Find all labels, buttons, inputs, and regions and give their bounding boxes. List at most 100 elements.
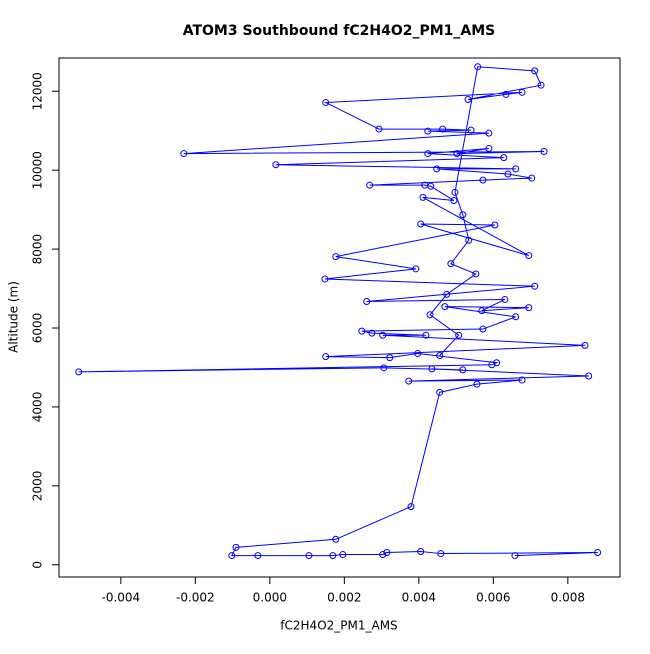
- y-tick-label: 12000: [31, 72, 45, 110]
- data-point: [451, 188, 459, 196]
- data-point: [332, 535, 340, 543]
- data-point: [441, 303, 449, 311]
- data-point: [436, 352, 444, 360]
- data-point: [417, 220, 425, 228]
- data-point: [501, 295, 509, 303]
- data-point: [511, 552, 519, 560]
- x-tick-label: 0.002: [327, 591, 361, 605]
- data-point: [339, 551, 347, 559]
- data-point: [412, 265, 420, 273]
- data-point: [581, 341, 589, 349]
- x-tick-label: 0.008: [551, 591, 585, 605]
- data-point: [478, 307, 486, 315]
- data-point: [75, 368, 83, 376]
- data-point: [321, 275, 329, 283]
- data-point: [433, 165, 441, 173]
- data-point: [464, 95, 472, 103]
- data-point: [531, 282, 539, 290]
- data-point: [375, 125, 383, 133]
- data-point: [485, 129, 493, 137]
- x-tick-label: -0.002: [176, 591, 215, 605]
- data-point: [232, 543, 240, 551]
- data-point: [424, 150, 432, 158]
- y-tick-label: 4000: [31, 392, 45, 423]
- data-point: [474, 63, 482, 71]
- data-point: [422, 331, 430, 339]
- data-point: [512, 313, 520, 321]
- data-point: [405, 377, 413, 385]
- series-line: [78, 66, 598, 557]
- data-point: [380, 364, 388, 372]
- data-point: [414, 350, 422, 358]
- data-point: [305, 552, 313, 560]
- data-point: [528, 174, 536, 182]
- data-point: [450, 196, 458, 204]
- data-point: [502, 90, 510, 98]
- data-point: [447, 260, 455, 268]
- data-point: [180, 150, 188, 158]
- data-point: [366, 181, 374, 189]
- data-point: [465, 236, 473, 244]
- x-tick-label: 0.004: [402, 591, 436, 605]
- data-point: [455, 331, 463, 339]
- data-point: [386, 354, 394, 362]
- data-point: [485, 144, 493, 152]
- data-point: [419, 193, 427, 201]
- data-point: [421, 181, 429, 189]
- y-tick-label: 10000: [31, 151, 45, 189]
- data-point: [459, 366, 467, 374]
- data-point: [493, 359, 501, 367]
- data-point: [585, 372, 593, 380]
- data-point: [504, 170, 512, 178]
- data-point: [491, 221, 499, 229]
- data-point: [363, 297, 371, 305]
- data-point: [473, 380, 481, 388]
- x-tick-label: 0.006: [476, 591, 510, 605]
- y-tick-label: 0: [31, 561, 45, 569]
- y-axis-label: Altitude (m): [7, 281, 21, 353]
- data-point: [358, 327, 366, 335]
- data-point: [453, 150, 461, 158]
- y-tick-label: 2000: [31, 471, 45, 502]
- data-point: [479, 325, 487, 333]
- data-point: [540, 148, 548, 156]
- data-point: [329, 552, 337, 560]
- data-point: [424, 127, 432, 135]
- data-point: [379, 551, 387, 559]
- y-tick-label: 8000: [31, 234, 45, 265]
- data-point: [383, 549, 391, 557]
- data-point: [407, 503, 415, 511]
- data-point: [379, 331, 387, 339]
- data-point: [467, 126, 475, 134]
- data-point: [531, 67, 539, 75]
- data-point: [322, 99, 330, 107]
- x-axis-label: fC2H4O2_PM1_AMS: [280, 619, 397, 633]
- data-point: [472, 270, 480, 278]
- x-tick-label: -0.004: [101, 591, 140, 605]
- data-point: [332, 253, 340, 261]
- data-point: [322, 353, 330, 361]
- data-point: [436, 388, 444, 396]
- data-point: [518, 88, 526, 96]
- x-tick-label: 0.000: [253, 591, 287, 605]
- data-point: [525, 252, 533, 260]
- data-point: [228, 552, 236, 560]
- data-point: [254, 552, 262, 560]
- data-point: [437, 550, 445, 558]
- data-point: [500, 154, 508, 162]
- data-point: [512, 165, 520, 173]
- data-point: [443, 290, 451, 298]
- data-point: [594, 549, 602, 557]
- y-tick-label: 6000: [31, 313, 45, 344]
- data-point: [417, 548, 425, 556]
- data-point: [479, 176, 487, 184]
- data-point: [428, 365, 436, 373]
- data-point: [518, 376, 526, 384]
- data-point: [272, 161, 280, 169]
- data-point: [439, 125, 447, 133]
- chart-title: ATOM3 Southbound fC2H4O2_PM1_AMS: [183, 23, 496, 39]
- data-point: [368, 329, 376, 337]
- data-point: [426, 311, 434, 319]
